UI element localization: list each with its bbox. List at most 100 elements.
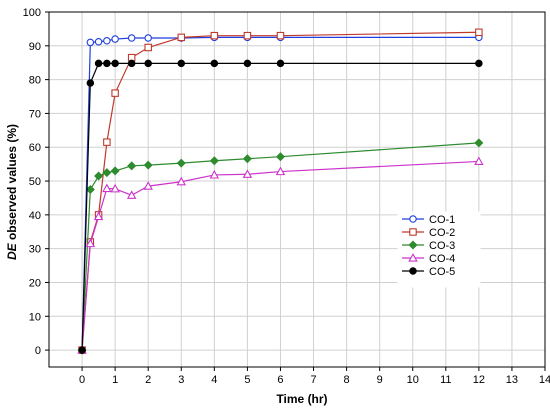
data-point [102,168,112,178]
x-tick-label: 6 [277,374,283,386]
data-point [111,89,119,97]
data-point [127,59,136,68]
legend-label: CO-2 [429,227,455,239]
x-axis-title: Time (hr) [276,392,327,406]
data-point [475,59,483,68]
legend-marker [409,228,417,236]
data-point [94,59,103,68]
y-tick-label: 0 [35,345,41,357]
data-point [93,211,104,221]
x-tick-label: 1 [112,374,118,386]
legend-item-co-5: CO-5 [402,266,455,278]
data-point [275,152,285,162]
data-point [85,238,96,248]
series-co-4 [77,156,484,354]
data-point [110,166,120,176]
legend-marker [409,267,417,275]
legend-item-co-4: CO-4 [402,253,455,265]
grid-lines [49,11,546,367]
data-point [243,31,252,40]
data-point [276,59,285,68]
x-tick-label: 4 [211,374,217,386]
series-co-5 [78,59,483,354]
data-point [475,28,483,37]
y-tick-label: 70 [29,108,41,120]
y-tick-label: 20 [29,277,41,289]
data-point [111,59,119,68]
legend-label: CO-1 [429,214,455,226]
legend-marker [408,253,418,262]
legend-marker [408,240,418,250]
legend-item-co-1: CO-1 [402,214,455,226]
x-tick-label: 11 [440,374,451,386]
data-point [242,154,252,164]
y-axis-title-prefix: DE [5,242,19,260]
data-point [177,59,186,68]
data-point [144,34,152,42]
y-tick-label: 40 [29,210,41,222]
x-tick-label: 9 [377,374,383,386]
y-tick-label: 10 [29,311,41,323]
data-point [94,38,103,46]
data-point [243,59,252,68]
y-tick-label: 50 [29,176,41,188]
legend: CO-1CO-2CO-3CO-4CO-5 [397,211,481,288]
data-point [86,38,95,47]
x-tick-label: 8 [344,374,350,386]
data-point [143,160,153,170]
legend-label: CO-5 [429,266,455,278]
legend-label: CO-3 [429,240,455,252]
data-point [103,36,111,45]
x-tick-label: 0 [79,374,85,386]
data-point [144,59,152,68]
data-point [127,161,137,171]
series-line [81,160,479,351]
data-point [111,35,119,43]
legend-item-co-2: CO-2 [402,227,455,239]
data-point [209,170,220,179]
x-tick-label: 10 [407,374,419,386]
data-point [126,190,137,199]
x-tick-label: 3 [178,374,184,386]
legend-item-co-3: CO-3 [402,240,455,252]
y-tick-label: 80 [29,75,41,87]
data-point [103,138,111,146]
data-point [85,184,95,195]
data-point [143,181,153,190]
y-axis-title: DE observed values (%) [5,124,19,260]
data-point [474,156,484,166]
y-tick-label: 30 [29,244,41,256]
data-point [86,79,95,87]
y-axis-title-suffix: observed values (%) [5,124,19,243]
data-point [210,59,219,68]
axes: 0 1 2 3 4 5 6 7 8 9 10 11 12 13 1401020304050607080901… [23,7,550,386]
data-point [103,59,111,68]
data-point [177,33,186,42]
data-point [242,169,253,178]
x-tick-label: 7 [310,374,316,386]
data-point [78,346,86,354]
data-point [110,183,120,193]
data-point [176,158,186,168]
x-tick-label: 2 [145,374,151,386]
data-point [276,31,285,40]
legend-marker [409,215,417,223]
data-point [474,138,484,148]
data-point [209,156,219,166]
y-tick-label: 90 [29,41,41,53]
x-tick-label: 12 [473,374,485,386]
data-point [275,166,286,176]
data-point [102,183,112,193]
x-tick-label: 13 [506,374,518,386]
x-tick-label: 14 [539,374,550,386]
data-point [127,34,136,42]
data-point [176,176,187,186]
plot-frame [48,11,546,368]
x-tick-label: 5 [244,374,250,386]
y-tick-label: 100 [23,7,41,19]
y-tick-label: 60 [29,142,41,154]
legend-label: CO-4 [429,253,455,265]
data-point [94,171,104,181]
